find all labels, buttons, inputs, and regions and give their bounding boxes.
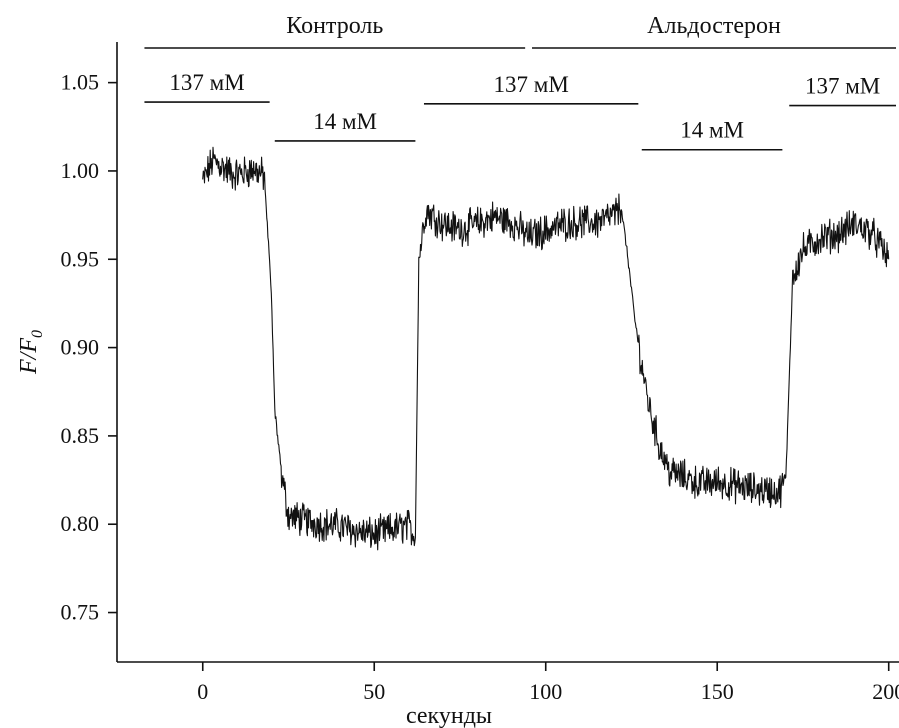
condition-bar-label: 137 мМ: [169, 70, 244, 95]
condition-bar-label: 137 мМ: [494, 72, 569, 97]
y-tick-label: 0.80: [61, 511, 100, 536]
condition-bar-label: 14 мМ: [680, 118, 744, 143]
group-bar-label: Альдостерон: [647, 13, 781, 39]
y-tick-label: 0.85: [61, 423, 100, 448]
series-line: [202, 146, 890, 551]
y-ticks: 0.75 0.80 0.85 0.90 0.95 1.00 1.05: [61, 70, 117, 625]
y-tick-label: 0.95: [61, 246, 100, 271]
group-bar-label: Контроль: [286, 13, 383, 39]
axes: [116, 42, 899, 663]
group-bars: Контроль Альдостерон: [144, 13, 896, 49]
x-ticks: 0 50 100 150 200: [197, 662, 899, 704]
x-axis-label: секунды: [406, 703, 492, 728]
y-tick-label: 0.90: [61, 335, 100, 360]
x-tick-label: 0: [197, 679, 208, 704]
y-tick-label: 1.00: [61, 158, 100, 183]
series-group: [202, 146, 890, 551]
x-tick-label: 100: [529, 679, 562, 704]
x-tick-label: 50: [363, 679, 385, 704]
x-tick-label: 200: [872, 679, 899, 704]
y-tick-label: 0.75: [61, 600, 100, 625]
condition-bar-label: 14 мМ: [313, 109, 377, 134]
y-tick-label: 1.05: [61, 70, 100, 95]
condition-bars: 137 мМ 14 мМ 137 мМ 14 мМ 137 мМ: [144, 70, 896, 151]
y-axis-label: F/F0: [16, 330, 46, 375]
condition-bar-label: 137 мМ: [805, 74, 880, 99]
x-tick-label: 150: [701, 679, 734, 704]
